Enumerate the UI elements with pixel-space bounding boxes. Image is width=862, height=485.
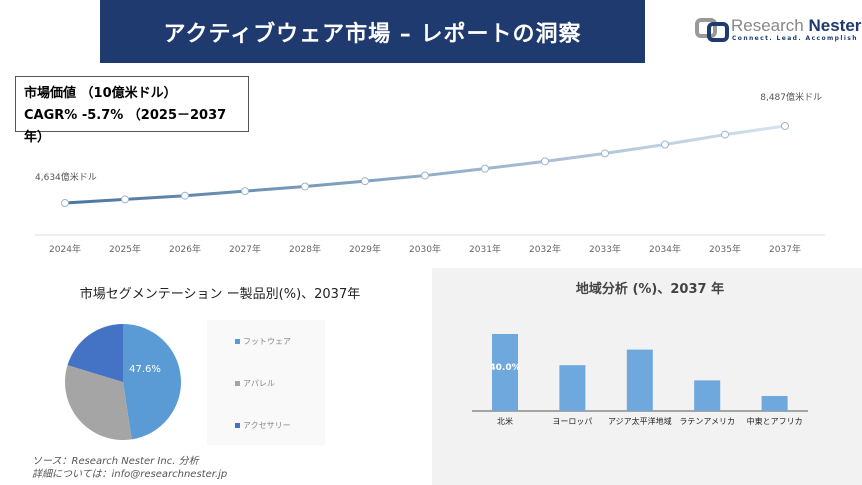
x-tick-label: 2026年 xyxy=(169,243,201,255)
data-point xyxy=(301,182,309,191)
bar-title: 地域分析 (%)、2037 年 xyxy=(575,282,725,297)
market-info-box: 市場価値 （10億米ドル） CAGR% -5.7% （2025－2037年） xyxy=(15,76,249,145)
pie-slice xyxy=(65,365,132,440)
x-tick-label: 2028年 xyxy=(289,243,321,255)
market-value-label: 市場価値 （10億米ドル） xyxy=(24,86,177,101)
data-point xyxy=(661,140,669,149)
data-point xyxy=(601,149,609,158)
x-tick-label: 2031年 xyxy=(469,243,501,255)
data-point xyxy=(721,130,729,139)
source-note: ソース：Research Nester Inc. 分析 詳細については：info@… xyxy=(32,456,228,480)
line-chart: 2024年 2025年 2026年 2027年 2028年 2029年 2030年 2031年… xyxy=(35,91,825,255)
x-tick-label: 2034年 xyxy=(649,243,681,255)
data-point xyxy=(241,187,249,196)
legend-swatch xyxy=(235,339,240,344)
x-tick-label: 2033年 xyxy=(589,243,621,255)
x-tick-label: 2027年 xyxy=(229,243,261,255)
x-tick-label: 2032年 xyxy=(529,243,561,255)
pie-slice xyxy=(123,324,181,440)
x-tick-label: 2035年 xyxy=(709,243,741,255)
x-tick-label: 2024年 xyxy=(49,243,81,255)
x-tick-label: 2037年 xyxy=(769,243,801,255)
page-title: アクティブウェア市場 – レポートの洞察 xyxy=(100,0,645,63)
x-tick-label: 2025年 xyxy=(109,243,141,255)
data-point xyxy=(61,199,69,207)
data-point xyxy=(121,195,129,204)
start-value-label: 4,634億米ドル xyxy=(35,171,97,183)
legend-swatch xyxy=(235,381,240,386)
logo: Research Nester Connect. Lead. Accomplis… xyxy=(695,16,862,46)
end-value-label: 8,487億米ドル xyxy=(760,91,822,103)
legend-swatch xyxy=(235,423,240,428)
pie-title: 市場セグメンテーション ー製品別(%)、2037年 xyxy=(79,287,361,302)
data-point xyxy=(541,157,549,166)
series-line xyxy=(64,124,786,205)
cagr-label: CAGR% -5.7% （2025－2037年） xyxy=(24,108,227,145)
pie-legend: フットウェア アパレル アクセサリー xyxy=(207,320,325,445)
data-point xyxy=(781,122,789,130)
logo-name: Research Nester xyxy=(731,16,862,35)
pie-data-label: 47.6% xyxy=(129,364,161,375)
legend-item: アパレル xyxy=(235,378,275,389)
data-point xyxy=(481,164,489,173)
regional-panel xyxy=(432,268,862,485)
x-tick-label: 2029年 xyxy=(349,243,381,255)
legend-item: フットウェア xyxy=(235,336,291,347)
logo-tagline: Connect. Lead. Accomplish xyxy=(732,35,858,42)
pie-slice xyxy=(67,324,123,382)
legend-item: アクセサリー xyxy=(235,420,291,431)
data-point xyxy=(181,191,189,200)
data-point xyxy=(421,171,429,180)
x-tick-label: 2030年 xyxy=(409,243,441,255)
logo-icon xyxy=(695,18,729,42)
data-point xyxy=(361,177,369,186)
